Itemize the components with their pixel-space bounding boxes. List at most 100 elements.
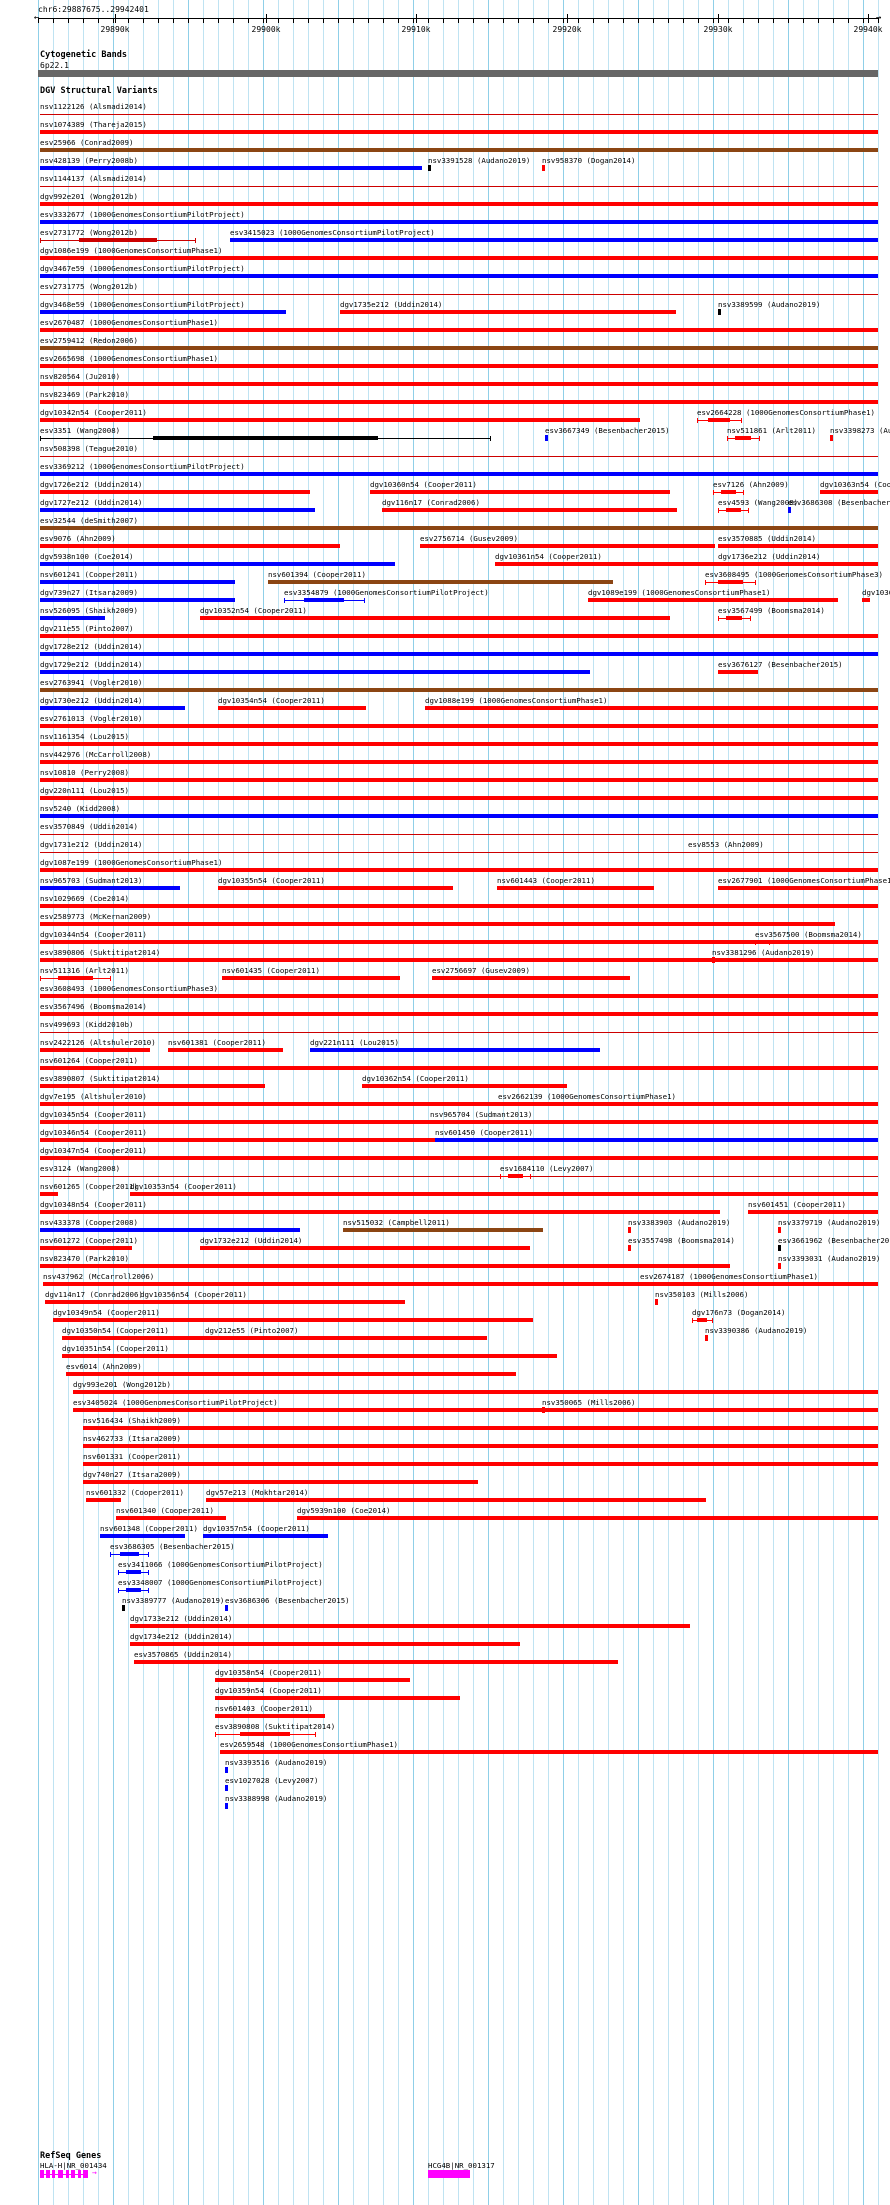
dgv-feature-label[interactable]: esv3415023 (1000GenomesConsortiumPilotPr… bbox=[230, 228, 435, 237]
dgv-feature-bar[interactable] bbox=[130, 1624, 690, 1628]
dgv-feature-bar[interactable] bbox=[718, 562, 878, 566]
dgv-feature-bar[interactable] bbox=[697, 1318, 707, 1322]
dgv-feature-label[interactable]: nsv823469 (Park2010) bbox=[40, 390, 129, 399]
dgv-feature-label[interactable]: esv2677901 (1000GenomesConsortiumPhase1) bbox=[718, 876, 890, 885]
dgv-feature-bar[interactable] bbox=[40, 580, 235, 584]
dgv-feature-label[interactable]: nsv601331 (Cooper2011) bbox=[83, 1452, 181, 1461]
dgv-feature-label[interactable]: nsv601381 (Cooper2011) bbox=[168, 1038, 266, 1047]
dgv-feature-label[interactable]: dgv10344n54 (Cooper2011) bbox=[40, 930, 147, 939]
dgv-feature-bar[interactable] bbox=[40, 760, 878, 764]
dgv-feature-bar[interactable] bbox=[40, 328, 878, 332]
dgv-feature-label[interactable]: esv2731775 (Wong2012b) bbox=[40, 282, 138, 291]
dgv-feature-bar[interactable] bbox=[40, 294, 878, 295]
dgv-feature-bar[interactable] bbox=[310, 1048, 600, 1052]
dgv-feature-label[interactable]: dgv10358n54 (Cooper2011) bbox=[215, 1668, 322, 1677]
dgv-feature-bar[interactable] bbox=[206, 1498, 706, 1502]
dgv-feature-bar[interactable] bbox=[40, 940, 878, 944]
dgv-feature-label[interactable]: nsv3389599 (Audano2019) bbox=[718, 300, 821, 309]
dgv-feature-bar[interactable] bbox=[778, 1245, 781, 1251]
dgv-feature-bar[interactable] bbox=[215, 1714, 325, 1718]
dgv-feature-label[interactable]: nsv3381296 (Audano2019) bbox=[712, 948, 815, 957]
dgv-feature-label[interactable]: esv3686305 (Besenbacher2015) bbox=[110, 1542, 235, 1551]
dgv-feature-bar[interactable] bbox=[240, 1732, 290, 1736]
dgv-feature-bar[interactable] bbox=[222, 976, 400, 980]
dgv-feature-bar[interactable] bbox=[83, 1444, 878, 1448]
dgv-feature-label[interactable]: esv2664228 (1000GenomesConsortiumPhase1) bbox=[697, 408, 875, 417]
dgv-feature-bar[interactable] bbox=[100, 1534, 185, 1538]
dgv-feature-label[interactable]: esv3890808 (Suktitipat2014) bbox=[215, 1722, 336, 1731]
dgv-feature-label[interactable]: nsv499693 (Kidd2010b) bbox=[40, 1020, 134, 1029]
dgv-feature-bar[interactable] bbox=[40, 456, 878, 457]
dgv-feature-bar[interactable] bbox=[40, 1210, 720, 1214]
dgv-feature-label[interactable]: esv6014 (Ahn2009) bbox=[66, 1362, 142, 1371]
dgv-feature-label[interactable]: esv3570849 (Uddin2014) bbox=[40, 822, 138, 831]
dgv-feature-label[interactable]: nsv428139 (Perry2008b) bbox=[40, 156, 138, 165]
dgv-feature-bar[interactable] bbox=[40, 1066, 878, 1070]
dgv-feature-label[interactable]: nsv601241 (Cooper2011) bbox=[40, 570, 138, 579]
dgv-feature-label[interactable]: nsv511861 (Arlt2011) bbox=[727, 426, 816, 435]
dgv-feature-bar[interactable] bbox=[830, 435, 833, 441]
dgv-feature-label[interactable]: esv7126 (Ahn2009) bbox=[713, 480, 789, 489]
dgv-feature-label[interactable]: nsv3389777 (Audano2019) bbox=[122, 1596, 225, 1605]
dgv-feature-label[interactable]: dgv1087e199 (1000GenomesConsortiumPhase1… bbox=[40, 858, 223, 867]
dgv-feature-bar[interactable] bbox=[708, 418, 730, 422]
dgv-feature-label[interactable]: dgv5939n100 (Coe2014) bbox=[297, 1506, 391, 1515]
dgv-feature-bar[interactable] bbox=[40, 1192, 58, 1196]
dgv-feature-label[interactable]: nsv601348 (Cooper2011) bbox=[100, 1524, 198, 1533]
dgv-feature-bar[interactable] bbox=[225, 1605, 228, 1611]
dgv-feature-bar[interactable] bbox=[130, 1642, 520, 1646]
dgv-feature-label[interactable]: dgv10345n54 (Cooper2011) bbox=[40, 1110, 147, 1119]
dgv-feature-label[interactable]: nsv3398273 (Audano2019) bbox=[830, 426, 890, 435]
dgv-feature-label[interactable]: nsv3391528 (Audano2019) bbox=[428, 156, 531, 165]
dgv-feature-label[interactable]: esv3567499 (Boomsma2014) bbox=[718, 606, 825, 615]
dgv-feature-label[interactable]: dgv176n73 (Dogan2014) bbox=[692, 1308, 786, 1317]
dgv-feature-label[interactable]: dgv10360n54 (Cooper2011) bbox=[370, 480, 477, 489]
dgv-feature-label[interactable]: esv3405024 (1000GenomesConsortiumPilotPr… bbox=[73, 1398, 278, 1407]
dgv-feature-label[interactable]: esv3676127 (Besenbacher2015) bbox=[718, 660, 843, 669]
dgv-feature-bar[interactable] bbox=[215, 1678, 410, 1682]
dgv-feature-bar[interactable] bbox=[40, 1102, 878, 1106]
dgv-feature-bar[interactable] bbox=[718, 544, 878, 548]
dgv-feature-bar[interactable] bbox=[40, 256, 878, 260]
dgv-feature-label[interactable]: dgv739n27 (Itsara2009) bbox=[40, 588, 138, 597]
dgv-feature-label[interactable]: nsv3388998 (Audano2019) bbox=[225, 1794, 328, 1803]
dgv-feature-label[interactable]: esv3570885 (Uddin2014) bbox=[718, 534, 816, 543]
dgv-feature-bar[interactable] bbox=[40, 130, 878, 134]
dgv-feature-bar[interactable] bbox=[40, 220, 878, 224]
dgv-feature-bar[interactable] bbox=[40, 472, 878, 476]
dgv-feature-bar[interactable] bbox=[40, 616, 105, 620]
dgv-feature-label[interactable]: esv3686306 (Besenbacher2015) bbox=[225, 1596, 350, 1605]
dgv-feature-label[interactable]: nsv526095 (Shaikh2009) bbox=[40, 606, 138, 615]
dgv-feature-bar[interactable] bbox=[508, 1174, 523, 1178]
dgv-feature-bar[interactable] bbox=[788, 507, 791, 513]
dgv-feature-bar[interactable] bbox=[40, 186, 878, 187]
dgv-feature-bar[interactable] bbox=[203, 1534, 328, 1538]
dgv-feature-label[interactable]: nsv601403 (Cooper2011) bbox=[215, 1704, 313, 1713]
dgv-feature-bar[interactable] bbox=[778, 1227, 781, 1233]
dgv-feature-label[interactable]: nsv820564 (Ju2010) bbox=[40, 372, 121, 381]
dgv-feature-bar[interactable] bbox=[40, 544, 340, 548]
refseq-gene-exon[interactable] bbox=[52, 2170, 55, 2178]
refseq-gene-exon[interactable] bbox=[46, 2170, 50, 2178]
dgv-feature-label[interactable]: nsv3383903 (Audano2019) bbox=[628, 1218, 731, 1227]
dgv-feature-label[interactable]: nsv601264 (Cooper2011) bbox=[40, 1056, 138, 1065]
dgv-feature-label[interactable]: esv3411066 (1000GenomesConsortiumPilotPr… bbox=[118, 1560, 323, 1569]
dgv-feature-bar[interactable] bbox=[40, 202, 878, 206]
dgv-feature-bar[interactable] bbox=[40, 418, 640, 422]
dgv-feature-label[interactable]: nsv516434 (Shaikh2009) bbox=[83, 1416, 181, 1425]
dgv-feature-bar[interactable] bbox=[718, 309, 721, 315]
dgv-feature-label[interactable]: esv4593 (Wang2008) bbox=[718, 498, 799, 507]
dgv-feature-bar[interactable] bbox=[759, 940, 766, 944]
dgv-feature-label[interactable]: nsv1161354 (Lou2015) bbox=[40, 732, 129, 741]
dgv-feature-label[interactable]: dgv10359n54 (Cooper2011) bbox=[215, 1686, 322, 1695]
dgv-feature-label[interactable]: dgv1734e212 (Uddin2014) bbox=[130, 1632, 233, 1641]
dgv-feature-label[interactable]: nsv601272 (Cooper2011) bbox=[40, 1236, 138, 1245]
dgv-feature-label[interactable]: esv3332677 (1000GenomesConsortiumPilotPr… bbox=[40, 210, 245, 219]
dgv-feature-bar[interactable] bbox=[79, 238, 157, 242]
dgv-feature-bar[interactable] bbox=[73, 1390, 878, 1394]
dgv-feature-bar[interactable] bbox=[721, 490, 736, 494]
dgv-feature-bar[interactable] bbox=[40, 562, 395, 566]
dgv-feature-label[interactable]: dgv1736e212 (Uddin2014) bbox=[718, 552, 821, 561]
dgv-feature-bar[interactable] bbox=[268, 580, 613, 584]
dgv-feature-bar[interactable] bbox=[40, 958, 878, 962]
